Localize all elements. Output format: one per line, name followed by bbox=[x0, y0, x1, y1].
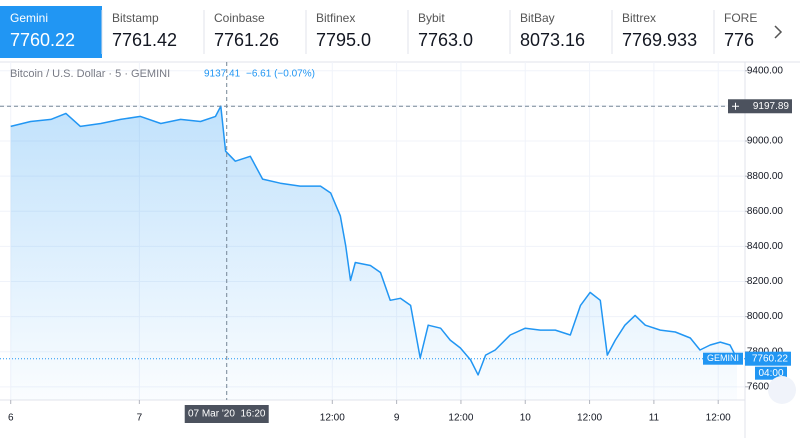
last-price-name: GEMINI bbox=[707, 353, 739, 363]
crosshair-y-label: 9197.89 bbox=[753, 101, 790, 112]
exchange-tab[interactable]: Bybit 7763.0 bbox=[407, 6, 510, 58]
x-tick-label: 12:00 bbox=[706, 413, 731, 424]
next-arrow[interactable] bbox=[774, 25, 783, 39]
tab-bg[interactable] bbox=[408, 6, 510, 58]
tab-bg[interactable] bbox=[0, 6, 102, 58]
quote-change: −6.61 (−0.07%) bbox=[246, 69, 315, 80]
quote: 9137.41 bbox=[204, 69, 241, 80]
tab-name[interactable]: Bitstamp bbox=[112, 11, 159, 25]
tab-bg[interactable] bbox=[510, 6, 612, 58]
tab-price[interactable]: 7795.0 bbox=[316, 30, 371, 50]
x-tick-label: 7 bbox=[137, 413, 143, 424]
x-tick-label: 12:00 bbox=[577, 413, 602, 424]
x-tick-label: 11 bbox=[649, 413, 660, 424]
crosshair-x-box bbox=[184, 405, 269, 423]
tab-name[interactable]: Bybit bbox=[418, 11, 445, 25]
exchange-tab[interactable]: Bittrex 7769.933 bbox=[611, 6, 714, 58]
x-tick-label: 12:00 bbox=[448, 413, 473, 424]
last-price-label: 7760.22 bbox=[752, 353, 789, 364]
overlay: 07 Mar '20 16:20 9197.89 GEMINI 7760.22 04:0… bbox=[0, 62, 792, 423]
tab-price[interactable]: 776 bbox=[724, 30, 754, 50]
exchange-tabs: Gemini 7760.22 Bitstamp 7761.42 Coinbase 7761… bbox=[0, 6, 800, 58]
tab-price[interactable]: 7769.933 bbox=[622, 30, 697, 50]
tab-name[interactable]: Bittrex bbox=[622, 11, 656, 25]
chart-title: Bitcoin / U.S. Dollar · 5 · GEMINI bbox=[10, 68, 170, 80]
y-tick-label: 9000.00 bbox=[747, 136, 784, 147]
exchange-tab[interactable]: Coinbase 7761.26 bbox=[203, 6, 306, 58]
y-tick-label: 9400.00 bbox=[747, 65, 784, 76]
tab-price[interactable]: 7761.26 bbox=[214, 30, 279, 50]
tab-price[interactable]: 7760.22 bbox=[10, 30, 75, 50]
y-tick-label: 8200.00 bbox=[747, 276, 784, 287]
last-price-name-box bbox=[703, 352, 743, 365]
tab-bg[interactable] bbox=[306, 6, 408, 58]
last-price-box bbox=[745, 351, 791, 366]
tab-price[interactable]: 7763.0 bbox=[418, 30, 473, 50]
y-tick-label: 7600.00 bbox=[747, 381, 784, 392]
area-fill bbox=[10, 106, 737, 400]
exchange-tab[interactable]: Bitfinex 7795.0 bbox=[305, 6, 408, 58]
tab-name[interactable]: FORE bbox=[724, 11, 757, 25]
last-time-label: 04:00 bbox=[758, 368, 783, 379]
tab-name[interactable]: Coinbase bbox=[214, 11, 265, 25]
tab-bg[interactable] bbox=[204, 6, 306, 58]
y-tick-label: 8600.00 bbox=[747, 206, 784, 217]
tab-name[interactable]: Bitfinex bbox=[316, 11, 355, 25]
crosshair-x-label: 07 Mar '20 16:20 bbox=[188, 409, 266, 420]
y-tick-label: 8000.00 bbox=[747, 311, 784, 322]
crosshair-plus bbox=[732, 102, 739, 110]
x-tick-label: 9 bbox=[394, 413, 400, 424]
x-tick-label: 10 bbox=[520, 413, 532, 424]
y-tick-label: 8800.00 bbox=[747, 171, 784, 182]
exchange-tab[interactable]: Bitstamp 7761.42 bbox=[101, 6, 204, 58]
tab-bg[interactable] bbox=[102, 6, 204, 58]
price-line bbox=[10, 105, 738, 376]
tab-price[interactable]: 7761.42 bbox=[112, 30, 177, 50]
exchange-tab[interactable]: BitBay 8073.16 bbox=[509, 6, 612, 58]
crosshair-y-box bbox=[728, 99, 792, 114]
next-button[interactable] bbox=[760, 8, 800, 56]
exchange-tab[interactable]: Gemini 7760.22 bbox=[0, 6, 102, 58]
y-tick-label: 8400.00 bbox=[747, 241, 784, 252]
scroll-button[interactable] bbox=[768, 376, 796, 404]
series-area bbox=[10, 105, 738, 400]
x-tick-label: 12:00 bbox=[320, 413, 345, 424]
tab-name[interactable]: BitBay bbox=[520, 11, 555, 25]
tab-name[interactable]: Gemini bbox=[10, 11, 48, 25]
tab-bg[interactable] bbox=[612, 6, 714, 58]
x-tick-label: 6 bbox=[8, 413, 14, 424]
tab-price[interactable]: 8073.16 bbox=[520, 30, 585, 50]
